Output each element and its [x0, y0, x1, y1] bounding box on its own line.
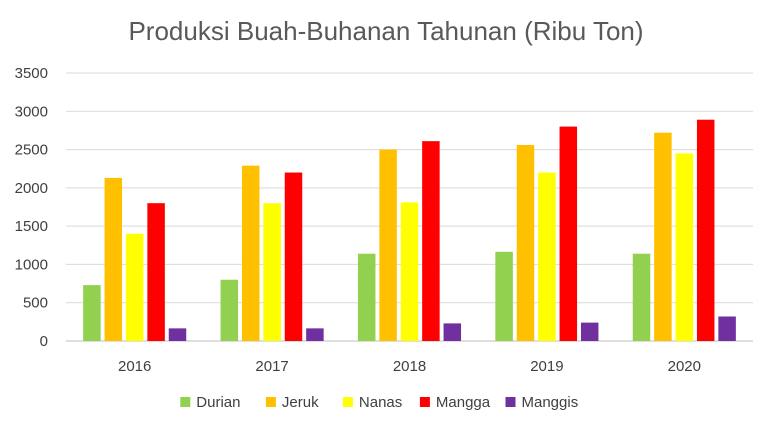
- y-tick-label: 3500: [15, 65, 48, 82]
- x-tick-label: 2017: [255, 358, 288, 375]
- bar-nanas-2019: [538, 172, 556, 341]
- y-tick-label: 2500: [15, 142, 48, 159]
- bar-jeruk-2019: [516, 144, 535, 341]
- bar-manggis-2018: [443, 323, 462, 341]
- y-tick-label: 1000: [15, 256, 48, 273]
- bar-mangga-2018: [422, 141, 440, 341]
- legend-swatch-manggis: [505, 397, 516, 407]
- legend-label-nanas: Nanas: [359, 394, 402, 411]
- y-axis-ticks: 0 500 1000 1500 2000 2500 3000 3500: [15, 65, 48, 350]
- bar-manggis-2020: [718, 316, 736, 341]
- y-tick-label: 1500: [15, 218, 48, 235]
- bar-durian-2019: [495, 251, 513, 341]
- bar-durian-2016: [83, 285, 101, 341]
- bar-mangga-2019: [559, 126, 578, 341]
- legend-swatch-nanas: [342, 397, 353, 407]
- bar-mangga-2016: [147, 203, 165, 341]
- x-tick-label: 2016: [118, 358, 151, 375]
- x-tick-label: 2020: [668, 358, 701, 375]
- bar-manggis-2017: [306, 328, 324, 341]
- bar-manggis-2019: [580, 322, 599, 341]
- y-tick-label: 2000: [15, 180, 48, 197]
- bars: [83, 119, 736, 341]
- bar-mangga-2020: [696, 119, 715, 341]
- bar-durian-2017: [220, 279, 239, 341]
- bar-nanas-2018: [400, 202, 419, 341]
- bar-manggis-2016: [168, 328, 187, 341]
- bar-durian-2020: [632, 253, 651, 341]
- bar-nanas-2020: [675, 153, 694, 341]
- x-tick-label: 2018: [393, 358, 426, 375]
- bar-jeruk-2018: [379, 149, 397, 341]
- y-tick-label: 500: [23, 295, 48, 312]
- bar-jeruk-2020: [654, 132, 672, 341]
- x-tick-label: 2019: [530, 358, 563, 375]
- y-tick-label: 0: [40, 333, 48, 350]
- bar-mangga-2017: [284, 172, 303, 341]
- legend-swatch-durian: [180, 397, 191, 407]
- legend-label-manggis: Manggis: [522, 394, 579, 411]
- chart-title: Produksi Buah-Buhanan Tahunan (Ribu Ton): [128, 16, 643, 46]
- bar-nanas-2017: [263, 203, 281, 341]
- legend-label-mangga: Mangga: [436, 394, 491, 411]
- bar-nanas-2016: [125, 233, 144, 341]
- y-tick-label: 3000: [15, 103, 48, 120]
- bar-jeruk-2016: [104, 177, 123, 341]
- legend-label-durian: Durian: [196, 394, 240, 411]
- legend-swatch-jeruk: [265, 397, 276, 407]
- bar-jeruk-2017: [241, 165, 260, 341]
- x-axis-ticks: 2016 2017 2018 2019 2020: [118, 358, 701, 375]
- legend-label-jeruk: Jeruk: [282, 394, 319, 411]
- legend-swatch-mangga: [419, 397, 430, 407]
- legend: Durian Jeruk Nanas Mangga Manggis: [180, 394, 578, 411]
- bar-durian-2018: [357, 253, 376, 341]
